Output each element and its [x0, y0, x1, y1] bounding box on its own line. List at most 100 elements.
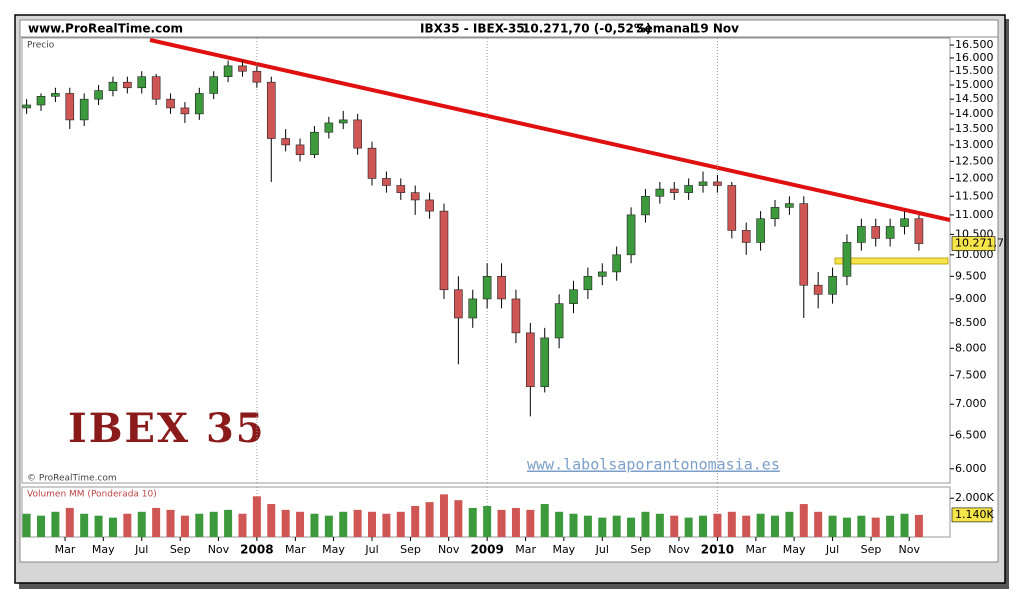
volume-bar	[742, 515, 751, 537]
candle-body	[223, 65, 233, 77]
watermark: www.labolsaporantonomasia.es	[527, 456, 780, 474]
volume-bar	[152, 507, 161, 537]
period: Semanal	[636, 22, 694, 36]
x-tick-label: May	[322, 543, 345, 556]
volume-bar	[612, 515, 621, 537]
volume-bar	[382, 513, 391, 537]
volume-bar	[209, 511, 218, 537]
x-tick-label: Jul	[825, 543, 839, 556]
y-tick-label: 13.500	[955, 122, 994, 135]
candle-body	[137, 76, 147, 89]
volume-bar	[713, 513, 722, 537]
x-tick-label: Nov	[668, 543, 690, 556]
candle-body	[266, 81, 276, 139]
y-tick-label: 9.000	[955, 292, 987, 305]
x-tick-label: Mar	[55, 543, 76, 556]
candle-body	[511, 298, 521, 334]
volume-bar	[296, 511, 305, 537]
date: 19 Nov	[692, 22, 739, 36]
volume-bar	[22, 513, 31, 537]
volume-bar	[439, 494, 448, 537]
volume-bar	[396, 511, 405, 537]
candle-body	[382, 178, 391, 186]
last-price-label: 10.271,7	[955, 237, 1004, 250]
candle-body	[65, 93, 75, 121]
volume-bar	[123, 513, 132, 537]
candle-body	[813, 284, 823, 295]
candle-body	[583, 276, 593, 291]
x-tick-label: Jul	[364, 543, 378, 556]
y-tick-label: 6.500	[955, 428, 987, 441]
y-tick-label: 16.000	[955, 51, 994, 64]
volume-bar	[166, 509, 175, 537]
volume-bar	[224, 509, 233, 537]
candle-body	[439, 210, 449, 291]
volume-bar	[641, 511, 650, 537]
candle-body	[626, 214, 636, 256]
x-tick-label: Sep	[861, 543, 882, 556]
candle-body	[468, 298, 478, 319]
x-tick-label: Sep	[630, 543, 651, 556]
site: www.ProRealTime.com	[28, 22, 183, 36]
symbol: IBX35 - IBEX-35	[420, 22, 525, 36]
candle-body	[569, 289, 578, 304]
support-band	[834, 257, 949, 265]
volume-bar	[252, 496, 261, 537]
volume-bar	[180, 515, 189, 537]
x-tick-label: Sep	[400, 543, 421, 556]
volume-bar	[828, 515, 837, 537]
volume-bar	[267, 504, 276, 537]
candle-body	[900, 218, 909, 227]
volume-bar	[727, 511, 736, 537]
candle-body	[209, 76, 219, 94]
candle-body	[554, 303, 564, 339]
volume-bar	[425, 502, 434, 537]
candle-body	[669, 188, 679, 193]
candle-body	[785, 203, 794, 208]
volume-bar	[699, 515, 708, 537]
candle-body	[79, 98, 89, 121]
candle-body	[180, 107, 190, 115]
volume-bar	[511, 507, 520, 537]
candle-body	[410, 192, 420, 201]
candle-body	[857, 226, 866, 243]
volume-bar	[468, 507, 477, 537]
y-tick-label: 14.000	[955, 107, 994, 120]
volume-bar	[281, 509, 290, 537]
candle-body	[281, 138, 290, 146]
volume-bar	[655, 513, 664, 537]
candle-body	[698, 181, 708, 186]
candle-body	[540, 337, 550, 387]
candle-body	[454, 289, 463, 319]
volume-title: Volumen MM (Ponderada 10)	[27, 490, 157, 500]
volume-bar	[411, 505, 420, 537]
y-tick-label: 15.000	[955, 78, 994, 91]
y-tick-label: 14.500	[955, 92, 994, 105]
volume-bar	[627, 517, 636, 537]
candle-body	[799, 203, 809, 286]
candle-body	[195, 93, 204, 115]
x-tick-label: Nov	[899, 543, 921, 556]
volume-bar	[137, 511, 146, 537]
x-tick-label: 2008	[240, 543, 273, 557]
y-tick-label: 9.500	[955, 269, 987, 282]
candle-body	[22, 104, 31, 109]
y-tick-label: 10.000	[955, 248, 994, 261]
quote: 10.271,70 (-0,52%)	[522, 22, 651, 36]
volume-bar	[94, 515, 103, 537]
candle-body	[238, 65, 247, 72]
y-tick-label: 15.500	[955, 64, 994, 77]
x-tick-label: Mar	[745, 543, 766, 556]
candle-body	[94, 90, 103, 100]
candle-body	[641, 195, 650, 216]
y-label: Precio	[27, 41, 55, 51]
y-tick-label: 6.000	[955, 462, 987, 475]
last-volume-label: 1.140K	[955, 508, 994, 521]
volume-bar	[497, 509, 506, 537]
candle-body	[324, 122, 334, 133]
volume-bar	[799, 504, 808, 537]
volume-bar	[871, 517, 880, 537]
candle-body	[828, 276, 837, 295]
x-tick-label: Mar	[285, 543, 306, 556]
